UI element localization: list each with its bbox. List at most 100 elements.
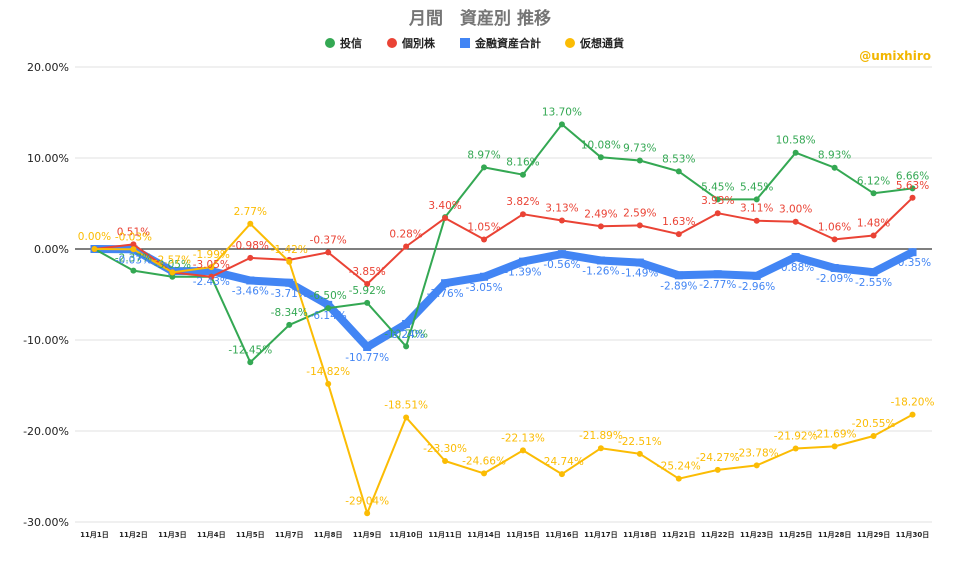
series-line <box>93 123 914 364</box>
data-point <box>831 443 838 450</box>
data-label: -3.46% <box>232 285 269 297</box>
data-point <box>870 190 877 197</box>
data-label: -1.49% <box>621 268 658 280</box>
data-point <box>481 236 488 243</box>
data-label: -8.34% <box>271 307 308 319</box>
data-point <box>402 319 411 328</box>
legend-label: 金融資産合計 <box>474 36 541 50</box>
data-label: -3.71% <box>271 288 308 300</box>
data-label: -0.03% <box>115 231 152 243</box>
data-label: -21.69% <box>813 428 857 440</box>
data-label: -2.96% <box>738 281 775 293</box>
data-point <box>364 510 371 517</box>
data-label: 6.12% <box>857 175 890 187</box>
data-label: -2.37% <box>115 253 152 265</box>
data-point <box>207 267 216 276</box>
data-label: -12.45% <box>228 344 272 356</box>
x-tick-label: 11月18日 <box>623 531 656 539</box>
data-point <box>714 466 721 473</box>
data-label: 8.93% <box>818 150 851 162</box>
data-point <box>403 343 410 350</box>
data-label: 3.93% <box>701 195 734 207</box>
data-point <box>792 218 799 225</box>
data-label: -1.39% <box>504 267 541 279</box>
data-label: -23.78% <box>735 447 779 459</box>
x-tick-label: 11月25日 <box>779 531 812 539</box>
data-label: -10.77% <box>345 352 389 364</box>
data-point <box>286 258 293 265</box>
data-label: -3.05% <box>193 259 230 271</box>
x-tick-label: 11月2日 <box>119 531 148 539</box>
y-tick-label: -20.00% <box>23 425 69 438</box>
data-label: -21.89% <box>579 430 623 442</box>
data-point <box>636 157 643 164</box>
data-label: -8.24% <box>388 329 425 341</box>
y-tick-label: -30.00% <box>23 516 69 529</box>
data-point <box>675 168 682 175</box>
data-label: -24.66% <box>462 455 506 467</box>
series-lines <box>90 121 917 517</box>
data-point <box>597 445 604 452</box>
data-point <box>208 273 215 280</box>
data-point <box>597 154 604 161</box>
data-point <box>753 217 760 224</box>
data-point <box>325 249 332 256</box>
data-point <box>169 269 176 276</box>
legend: 投信 個別株 金融資産合計 仮想通貨 <box>325 36 624 50</box>
gridlines <box>75 66 932 523</box>
data-point <box>635 258 644 267</box>
data-point <box>208 264 215 271</box>
data-point <box>518 257 527 266</box>
data-label: 0.28% <box>389 228 422 240</box>
data-label: 0.00% <box>78 231 111 243</box>
data-point <box>403 243 410 250</box>
data-label: -0.88% <box>777 262 814 274</box>
data-point <box>908 248 917 257</box>
data-label: -0.35% <box>894 257 931 269</box>
x-tick-label: 11月4日 <box>197 531 226 539</box>
data-label: 1.48% <box>857 218 890 230</box>
data-label: -2.55% <box>855 277 892 289</box>
data-label: -1.99% <box>193 249 230 261</box>
data-label: 8.53% <box>662 153 695 165</box>
data-point <box>791 253 800 262</box>
data-label: 3.00% <box>779 204 812 216</box>
data-label: 5.45% <box>701 181 734 193</box>
x-tick-label: 11月23日 <box>740 531 773 539</box>
x-tick-label: 11月9日 <box>353 531 382 539</box>
data-label: 6.66% <box>896 170 929 182</box>
x-tick-label: 11月7日 <box>275 531 304 539</box>
legend-marker <box>325 38 335 48</box>
data-point <box>792 149 799 156</box>
x-tick-label: 11月14日 <box>467 531 500 539</box>
data-label: -21.92% <box>774 430 818 442</box>
data-label: -18.20% <box>891 397 935 409</box>
x-tick-label: 11月10日 <box>389 531 422 539</box>
y-tick-label: 10.00% <box>27 152 69 165</box>
data-point <box>558 121 565 128</box>
data-label: -1.42% <box>271 244 308 256</box>
data-label: -2.89% <box>660 280 697 292</box>
y-tick-label: -10.00% <box>23 334 69 347</box>
data-point <box>713 270 722 279</box>
data-labels: -2.37%-3.05%-12.45%-8.34%-6.50% -5.92%-10… <box>78 106 935 507</box>
data-label: -10.70% <box>384 328 428 340</box>
x-tick-label: 11月8日 <box>314 531 343 539</box>
data-label: 0.51% <box>117 226 150 238</box>
data-point <box>364 281 371 288</box>
legend-label: 投信 <box>340 36 362 50</box>
data-point <box>519 211 526 218</box>
data-label: -20.55% <box>852 418 896 430</box>
series-line <box>93 196 914 285</box>
x-axis: 11月1日 11月2日 11月3日 11月4日 11月5日 11月7日 11月8日 11月9日… <box>80 531 929 539</box>
data-label: 2.59% <box>623 207 656 219</box>
data-point <box>363 343 372 352</box>
data-point <box>247 359 254 366</box>
legend-label: 仮想通貨 <box>579 36 624 50</box>
data-point <box>246 276 255 285</box>
data-label: 1.05% <box>467 221 500 233</box>
y-axis: 20.00% 10.00% 0.00% -10.00% -20.00% -30.00% <box>23 61 69 529</box>
data-point <box>831 164 838 171</box>
data-label: -24.27% <box>696 452 740 464</box>
